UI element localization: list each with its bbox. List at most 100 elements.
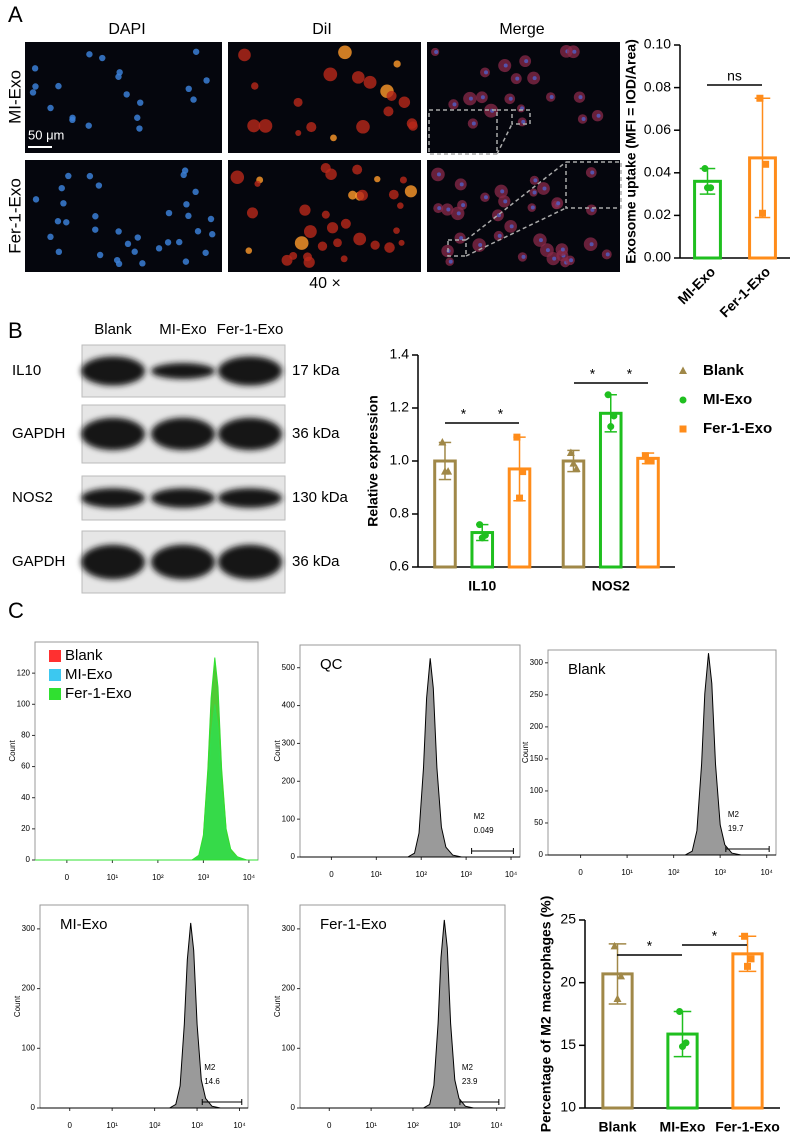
y-tick-label: 300: [530, 658, 544, 667]
band-size: 17 kDa: [292, 362, 340, 379]
cell: [370, 240, 380, 250]
cell: [185, 85, 192, 93]
y-tick-label: 200: [530, 722, 544, 731]
cell: [139, 260, 146, 267]
cell: [483, 70, 488, 75]
y-axis-label: Count: [8, 740, 17, 762]
cell: [351, 71, 365, 84]
cell: [116, 69, 123, 76]
inset-box: [447, 239, 467, 257]
cell: [503, 199, 508, 204]
histogram: [300, 658, 520, 858]
histogram-title: Fer-1-Exo: [320, 916, 387, 933]
y-axis-label: Relative expression: [365, 395, 381, 527]
cell: [258, 119, 273, 133]
cell: [299, 204, 311, 216]
band-size: 36 kDa: [292, 425, 340, 442]
y-tick-label: 20: [21, 824, 30, 833]
y-tick-label: 40: [21, 793, 30, 802]
y-tick-label: 1.4: [390, 346, 410, 362]
cell: [58, 184, 65, 192]
x-tick-label: NOS2: [592, 578, 630, 594]
legend-label: MI-Exo: [703, 391, 752, 408]
band: [151, 488, 215, 508]
data-point: [478, 534, 486, 542]
cell: [533, 178, 538, 183]
cell: [155, 245, 163, 252]
x-tick-label: 10²: [149, 1121, 161, 1130]
cell: [32, 196, 40, 203]
cell: [85, 122, 92, 129]
row-label: Fer-1-Exo: [5, 178, 24, 254]
y-tick-label: 0: [291, 1103, 296, 1112]
legend-marker: [679, 396, 687, 404]
y-tick-label: 0.8: [390, 505, 410, 521]
x-tick-label: 10¹: [106, 1121, 118, 1130]
y-tick-label: 300: [282, 924, 296, 933]
cell: [69, 116, 76, 124]
data-point: [516, 494, 524, 502]
data-point: [613, 994, 622, 1002]
y-tick-label: 1.0: [390, 452, 410, 468]
cell: [448, 259, 453, 264]
x-tick-label: 10³: [198, 873, 210, 882]
band: [218, 356, 282, 386]
gate-value: 0.049: [474, 826, 495, 835]
data-point: [679, 1043, 686, 1051]
significance-label: *: [712, 928, 718, 944]
cell: [330, 134, 337, 142]
cell: [115, 228, 122, 235]
x-tick-label: Blank: [598, 1119, 636, 1135]
data-point: [701, 165, 709, 173]
histogram-title: QC: [320, 656, 343, 673]
cell: [434, 49, 439, 54]
cell: [393, 60, 401, 68]
cell: [293, 97, 303, 107]
cell: [459, 236, 464, 241]
band: [218, 417, 282, 451]
data-point: [641, 452, 649, 460]
y-tick-label: 150: [530, 754, 544, 763]
y-tick-label: 10: [560, 1099, 576, 1115]
x-tick-label: 10³: [460, 870, 472, 879]
cell: [96, 251, 104, 259]
x-tick-label: 10¹: [371, 870, 383, 879]
x-tick-label: Fer-1-Exo: [715, 1119, 780, 1135]
cell: [386, 90, 397, 101]
legend-label: Fer-1-Exo: [65, 685, 132, 702]
bar: [561, 459, 586, 569]
y-tick-label: 500: [282, 663, 296, 672]
legend-label: Blank: [703, 362, 745, 379]
y-tick-label: 120: [17, 668, 31, 677]
data-point: [440, 467, 449, 475]
cell: [521, 119, 526, 124]
y-tick-label: 20: [560, 973, 576, 989]
legend-label: Fer-1-Exo: [703, 420, 772, 437]
cell: [356, 119, 370, 134]
cell: [230, 170, 245, 184]
western-blot: Blank MI-Exo Fer-1-Exo IL10 17 kDa GAPDH 36 kD…: [12, 321, 349, 594]
cell: [352, 164, 363, 175]
cell: [356, 189, 368, 201]
cell: [303, 256, 315, 268]
cell: [183, 201, 190, 208]
cell: [136, 125, 143, 132]
cell: [590, 207, 595, 212]
cell: [165, 209, 173, 217]
data-point: [676, 1007, 684, 1015]
cell: [55, 248, 63, 256]
histogram: [40, 922, 248, 1109]
y-tick-label: 0.10: [644, 36, 671, 52]
cell: [134, 234, 141, 241]
cell: [124, 240, 132, 248]
cell: [384, 242, 395, 253]
legend-label: MI-Exo: [65, 666, 113, 683]
y-tick-label: 0.00: [644, 249, 671, 265]
cell: [581, 116, 586, 121]
x-tick-label: 10⁴: [233, 1121, 246, 1130]
x-tick-label: 10²: [407, 1121, 419, 1130]
x-tick-label: 10³: [191, 1121, 203, 1130]
cell: [247, 119, 261, 133]
panel-label: B: [8, 318, 23, 343]
cell: [459, 182, 464, 187]
